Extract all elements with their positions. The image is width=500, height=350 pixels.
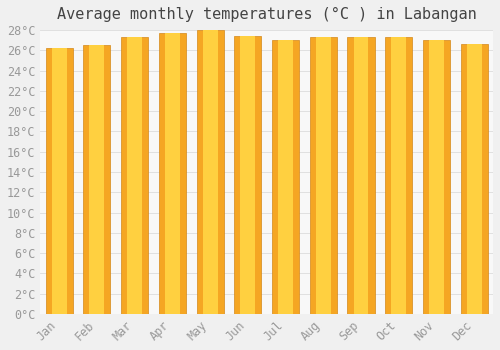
Bar (466, 44, 481, 314)
Bar (310, 37, 337, 314)
Bar (84, 45, 110, 314)
Bar (392, 37, 406, 314)
Bar (90, 45, 104, 314)
Bar (196, 30, 224, 314)
Bar (423, 40, 450, 314)
Bar (52, 48, 66, 314)
Bar (316, 37, 330, 314)
Bar (460, 44, 488, 314)
Bar (234, 36, 262, 314)
Bar (354, 37, 368, 314)
Title: Average monthly temperatures (°C ) in Labangan: Average monthly temperatures (°C ) in La… (57, 7, 476, 22)
Bar (121, 37, 148, 314)
Bar (202, 30, 218, 314)
Bar (429, 40, 444, 314)
Bar (165, 33, 180, 314)
Bar (127, 37, 142, 314)
Bar (278, 40, 293, 314)
Bar (348, 37, 374, 314)
Bar (240, 36, 256, 314)
Bar (46, 48, 73, 314)
Bar (272, 40, 299, 314)
Bar (385, 37, 412, 314)
Bar (159, 33, 186, 314)
